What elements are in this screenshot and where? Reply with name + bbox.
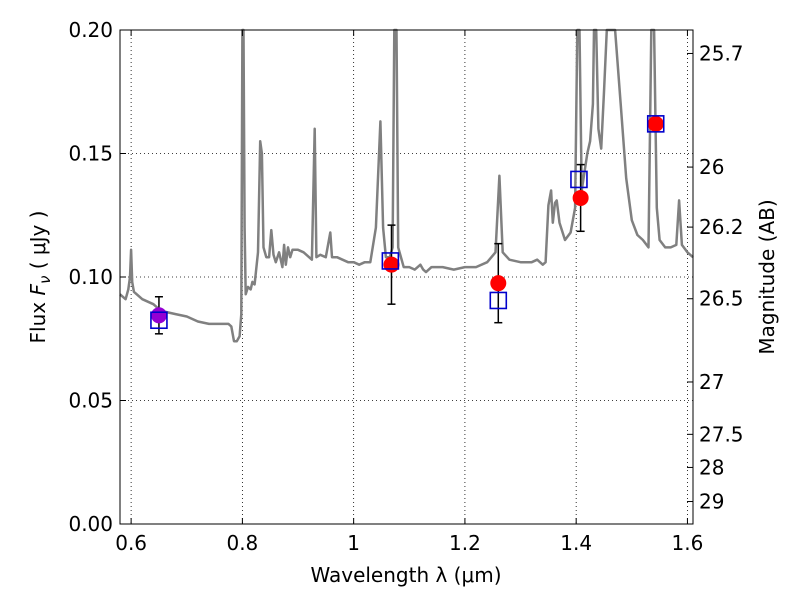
- x-tick-label: 0.8: [226, 531, 258, 555]
- observed-point: [572, 189, 589, 206]
- y-axis-title-symbol: F: [26, 284, 50, 296]
- observed-point: [647, 115, 664, 132]
- model-point: [150, 311, 168, 330]
- y-axis-title-suffix: ( μJy ): [26, 211, 50, 276]
- spectrum-line: [119, 28, 694, 343]
- observed-point: [150, 307, 167, 324]
- y2-tick-label: 28: [699, 455, 724, 479]
- x-axis-ticks: 0.6 0.8 1 1.2 1.4 1.6: [115, 30, 703, 555]
- y-axis-title-prefix: Flux: [26, 296, 50, 344]
- y-tick-label: 0.00: [68, 512, 113, 536]
- observed-point: [383, 256, 400, 273]
- y-tick-label: 0.15: [68, 142, 113, 166]
- y2-tick-label: 25.7: [699, 41, 744, 65]
- y-tick-label: 0.20: [68, 18, 113, 42]
- model-point: [489, 291, 508, 310]
- x-tick-label: 0.6: [115, 531, 147, 555]
- error-bars: [154, 163, 585, 335]
- x-tick-label: 1.6: [672, 531, 704, 555]
- x-tick-label: 1.4: [560, 531, 592, 555]
- model-point: [570, 170, 588, 189]
- model-point: [381, 252, 400, 270]
- y-tick-label: 0.10: [68, 265, 113, 289]
- y2-tick-label: 26.2: [699, 215, 744, 239]
- y2-tick-label: 26: [699, 155, 724, 179]
- observed-markers: [150, 115, 664, 324]
- x-tick-label: 1.2: [449, 531, 481, 555]
- grid: [120, 29, 693, 525]
- y-tick-label: 0.05: [68, 389, 113, 413]
- y2-axis-title: Magnitude (AB): [755, 199, 779, 354]
- model-markers: [150, 115, 665, 330]
- y2-tick-label: 27: [699, 370, 724, 394]
- y-axis-ticks: 0.00 0.05 0.10 0.15 0.20: [68, 18, 126, 536]
- spectrum-layer: [119, 28, 694, 343]
- y2-axis-ticks: 25.7 26 26.2 26.5 27 27.5 28 29: [687, 41, 744, 514]
- y2-tick-label: 29: [699, 490, 724, 514]
- x-axis-title: Wavelength λ (μm): [310, 563, 501, 587]
- model-point: [646, 115, 665, 133]
- y2-tick-label: 27.5: [699, 422, 744, 446]
- observed-point: [490, 275, 507, 292]
- y-axis-title-subscript: ν: [36, 276, 54, 284]
- y-axis-title: Flux Fν ( μJy ): [26, 211, 54, 344]
- y2-tick-label: 26.5: [699, 287, 744, 311]
- plot-frame: [119, 29, 694, 525]
- x-tick-label: 1: [347, 531, 360, 555]
